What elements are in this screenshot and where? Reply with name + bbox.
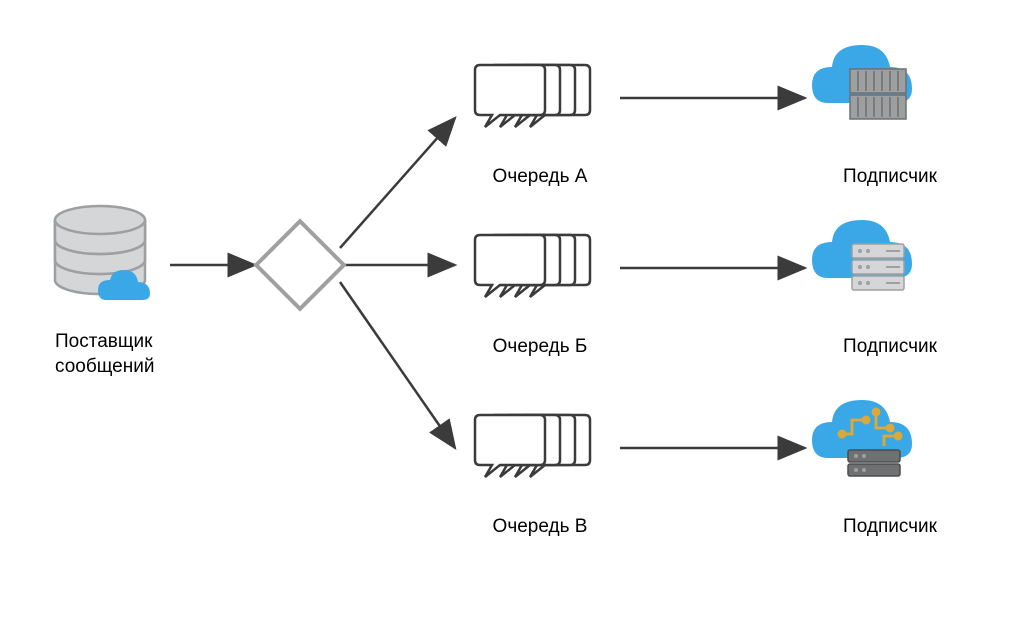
- queue-a-label: Очередь А: [470, 165, 610, 190]
- router-diamond-icon: [256, 221, 344, 309]
- arrow-router-to-queue-a: [340, 118, 455, 248]
- rack-small-icon: [848, 450, 900, 476]
- diagram-canvas: Поставщик сообщений Очередь А Очередь Б …: [0, 0, 1024, 627]
- queue-b-icon: [475, 235, 590, 297]
- server-rack-icon: [852, 244, 904, 290]
- queue-a-icon: [475, 65, 590, 127]
- subscriber-a-icon: [812, 45, 912, 119]
- queue-b-label: Очередь Б: [470, 335, 610, 360]
- queue-c-label: Очередь В: [470, 515, 610, 540]
- publisher-label: Поставщик сообщений: [55, 330, 195, 379]
- subscriber-a-label: Подписчик: [820, 165, 960, 190]
- arrow-router-to-queue-c: [340, 282, 455, 448]
- subscriber-c-icon: [812, 400, 912, 476]
- subscriber-b-icon: [812, 220, 912, 290]
- publisher-icon: [55, 206, 150, 300]
- subscriber-c-label: Подписчик: [820, 515, 960, 540]
- subscriber-b-label: Подписчик: [820, 335, 960, 360]
- queue-c-icon: [475, 415, 590, 477]
